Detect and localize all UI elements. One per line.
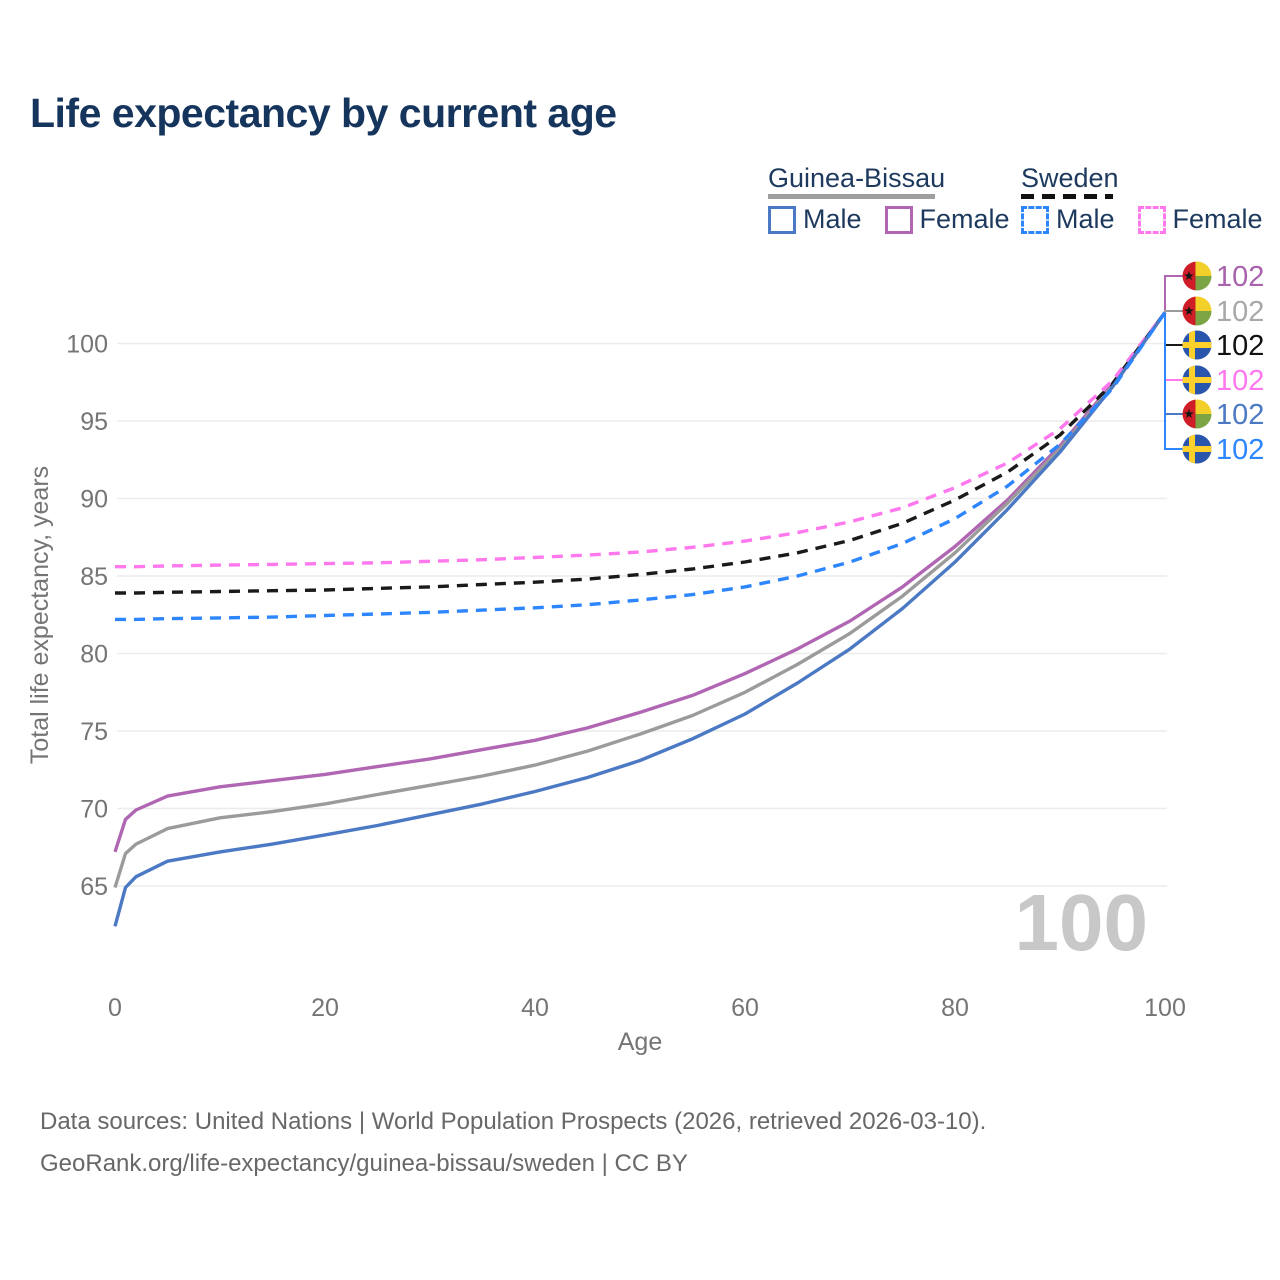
y-tick-label: 80: [80, 641, 108, 669]
legend-row-guinea-bissau: Male Female: [768, 204, 1033, 235]
end-label-connector: [1164, 275, 1183, 313]
current-age-watermark: 100: [1015, 878, 1148, 967]
x-tick-label: 100: [1144, 994, 1186, 1022]
end-label-connector: [1164, 312, 1183, 450]
end-label-connector: [1164, 312, 1183, 381]
legend-underline-solid: [768, 194, 935, 199]
legend-item-swe-male[interactable]: Male: [1021, 204, 1115, 235]
series-line-sweden-male[interactable]: [115, 311, 1167, 622]
page-title: Life expectancy by current age: [30, 90, 617, 136]
legend-group-sweden: Sweden: [1021, 163, 1119, 193]
legend-item-label: Female: [919, 204, 1010, 234]
legend-item-label: Male: [1056, 204, 1115, 234]
y-tick-label: 75: [80, 718, 108, 746]
x-tick-label: 20: [311, 994, 339, 1022]
y-tick-label: 70: [80, 796, 108, 824]
series-line-guinea-bissau-male[interactable]: [113, 311, 1167, 927]
series-end-value-label: 102: [1216, 434, 1264, 466]
y-tick-label: 95: [80, 408, 108, 436]
dashed-line-swatch-icon: [1137, 205, 1166, 234]
series-line-sweden-both-sexes[interactable]: [115, 311, 1167, 595]
y-tick-label: 85: [80, 563, 108, 591]
solid-line-swatch-icon: [884, 205, 913, 234]
legend-item-swe-female[interactable]: Female: [1137, 204, 1263, 235]
attribution-note: GeoRank.org/life-expectancy/guinea-bissa…: [40, 1150, 688, 1177]
guinea-bissau-flag-icon: [1182, 296, 1212, 326]
guinea-bissau-flag-icon: [1182, 261, 1212, 291]
end-label-connector: [1164, 312, 1183, 346]
sweden-flag-icon: [1182, 365, 1212, 395]
end-label-connector: [1164, 312, 1183, 415]
end-label-connector: [1164, 310, 1183, 313]
sweden-flag-icon: [1182, 434, 1212, 464]
legend-underline-dashed: [1021, 194, 1113, 199]
series-end-value-label: 102: [1216, 296, 1264, 328]
sweden-flag-icon: [1182, 330, 1212, 360]
series-line-sweden-female[interactable]: [115, 311, 1167, 569]
series-end-value-label: 102: [1216, 330, 1264, 362]
x-tick-label: 40: [521, 994, 549, 1022]
series-end-value-label: 102: [1216, 365, 1264, 397]
series-end-value-label: 102: [1216, 399, 1264, 431]
x-tick-label: 60: [731, 994, 759, 1022]
solid-line-swatch-icon: [768, 205, 796, 234]
legend-item-label: Female: [1172, 204, 1263, 234]
y-tick-label: 65: [80, 873, 108, 901]
series-line-guinea-bissau-both-sexes[interactable]: [113, 311, 1167, 889]
legend-item-label: Male: [803, 204, 862, 234]
dashed-line-swatch-icon: [1021, 205, 1049, 234]
y-tick-label: 100: [66, 331, 108, 359]
x-axis-title: Age: [618, 1028, 662, 1056]
y-tick-label: 90: [80, 486, 108, 514]
data-source-note: Data sources: United Nations | World Pop…: [40, 1108, 987, 1135]
x-tick-label: 0: [108, 994, 122, 1022]
series-end-value-label: 102: [1216, 261, 1264, 293]
x-tick-label: 80: [941, 994, 969, 1022]
series-line-guinea-bissau-female[interactable]: [113, 311, 1167, 853]
legend-item-gnb-male[interactable]: Male: [768, 204, 862, 235]
guinea-bissau-flag-icon: [1182, 399, 1212, 429]
legend-item-gnb-female[interactable]: Female: [884, 204, 1010, 235]
y-axis-title: Total life expectancy, years: [26, 466, 54, 764]
legend-group-guinea-bissau: Guinea-Bissau: [768, 163, 946, 193]
legend-row-sweden: Male Female: [1021, 204, 1280, 235]
